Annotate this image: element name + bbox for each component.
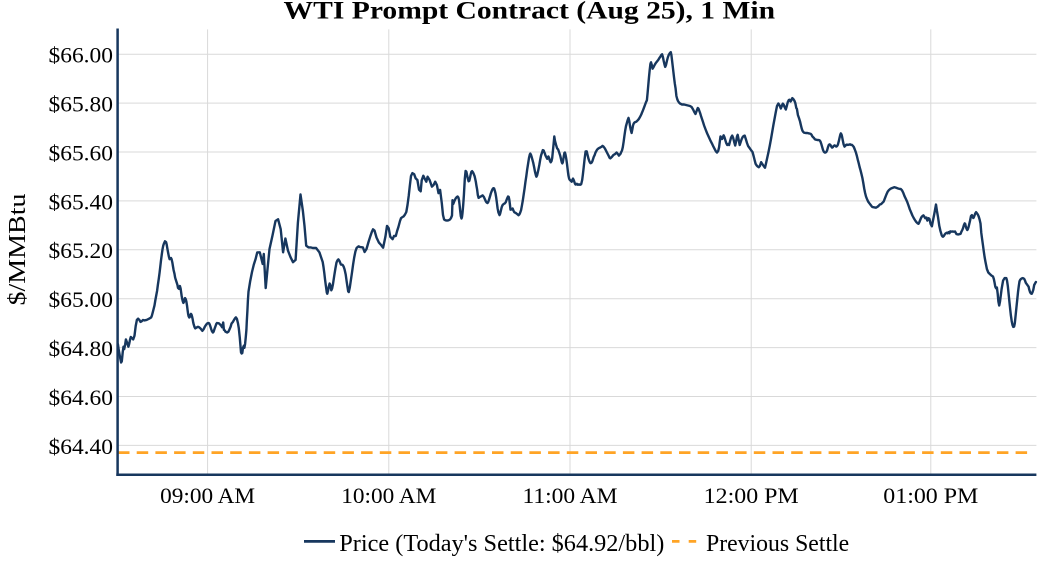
svg-text:WTI Prompt Contract (Aug 25),: WTI Prompt Contract (Aug 25), 1 Min <box>284 0 776 25</box>
svg-text:$65.60: $65.60 <box>49 140 114 165</box>
svg-text:Price (Today's Settle: $64.92/: Price (Today's Settle: $64.92/bbl) <box>339 531 664 557</box>
svg-text:Previous Settle: Previous Settle <box>706 531 849 557</box>
svg-text:01:00 PM: 01:00 PM <box>883 483 978 508</box>
svg-text:$/MMBtu: $/MMBtu <box>4 194 31 306</box>
svg-text:$66.00: $66.00 <box>49 43 114 68</box>
svg-text:$64.40: $64.40 <box>49 434 114 459</box>
svg-text:09:00 AM: 09:00 AM <box>160 483 255 508</box>
svg-text:10:00 AM: 10:00 AM <box>341 483 436 508</box>
svg-text:$65.20: $65.20 <box>49 238 114 263</box>
svg-text:$65.00: $65.00 <box>49 287 114 312</box>
svg-text:$64.80: $64.80 <box>49 336 114 361</box>
svg-text:$64.60: $64.60 <box>49 385 114 410</box>
svg-text:$65.40: $65.40 <box>49 189 114 214</box>
svg-text:$65.80: $65.80 <box>49 92 114 117</box>
svg-text:12:00 PM: 12:00 PM <box>704 483 799 508</box>
svg-text:11:00 AM: 11:00 AM <box>523 483 618 508</box>
